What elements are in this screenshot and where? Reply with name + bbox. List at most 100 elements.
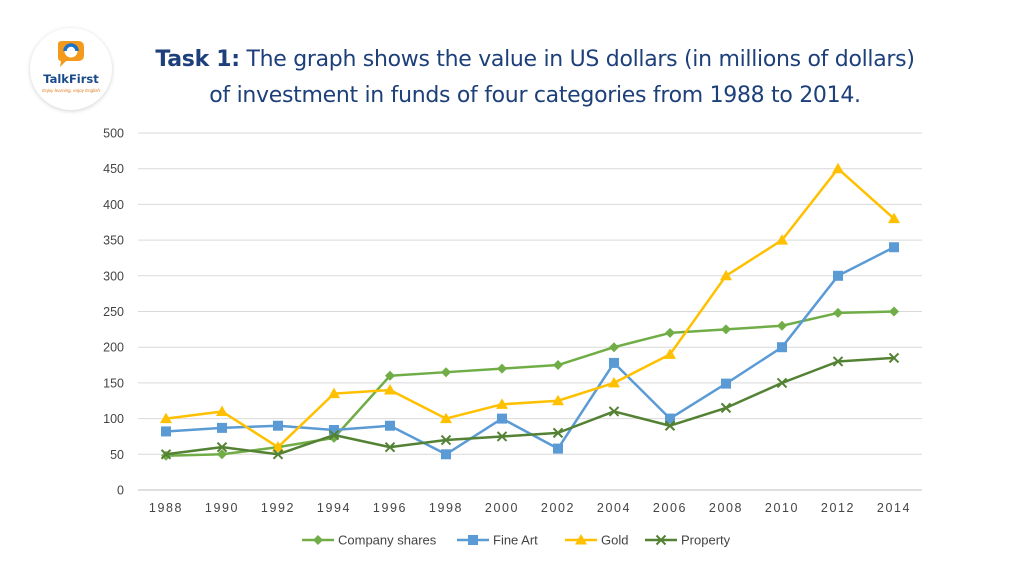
x-tick-label: 1996 — [373, 501, 407, 515]
y-tick-label: 400 — [103, 198, 124, 212]
x-tick-label: 2004 — [597, 501, 631, 515]
data-point-gold — [776, 234, 788, 245]
data-point-company-shares — [833, 307, 843, 318]
data-point-fine-art — [553, 443, 563, 454]
data-point-fine-art — [161, 426, 171, 437]
data-point-company-shares — [665, 327, 675, 338]
data-point-property — [440, 434, 452, 446]
series-line-gold — [165, 167, 895, 449]
data-point-fine-art — [777, 342, 787, 353]
x-tick-label: 2010 — [765, 501, 799, 515]
data-point-company-shares — [721, 324, 731, 335]
data-point-fine-art — [889, 242, 899, 253]
talkfirst-logo: TalkFirst Enjoy learning, enjoy English — [30, 28, 112, 110]
legend-label-company-shares: Company shares — [338, 533, 437, 548]
data-point-gold — [608, 376, 620, 388]
data-point-company-shares — [385, 370, 395, 381]
data-point-fine-art — [217, 422, 227, 433]
data-point-fine-art — [665, 413, 675, 424]
x-tick-label: 2000 — [485, 501, 519, 515]
data-point-fine-art — [441, 449, 451, 460]
data-point-property — [328, 429, 340, 441]
data-point-gold — [552, 394, 564, 406]
data-point-gold — [440, 412, 452, 424]
series-line-property — [165, 356, 895, 456]
data-point-property — [552, 427, 564, 439]
speech-bubble-icon — [58, 41, 84, 67]
legend-label-fine-art: Fine Art — [493, 533, 538, 548]
data-point-company-shares — [217, 449, 227, 460]
data-point-gold — [384, 384, 396, 395]
title-line-1-text: The graph shows the value in US dollars … — [246, 47, 915, 72]
title-line-2: of investment in funds of four categorie… — [209, 83, 861, 108]
data-point-property — [776, 377, 788, 389]
x-tick-label: 2014 — [877, 501, 911, 515]
data-point-property — [664, 420, 676, 431]
data-point-fine-art — [833, 270, 843, 281]
logo-wordmark: TalkFirst — [43, 72, 99, 86]
x-tick-label: 1998 — [429, 501, 463, 515]
legend-label-gold: Gold — [601, 533, 628, 548]
y-tick-label: 0 — [117, 484, 124, 498]
data-point-company-shares — [777, 320, 787, 331]
x-tick-label: 1990 — [205, 501, 239, 515]
data-point-fine-art — [273, 420, 283, 431]
legend-marker-gold — [575, 534, 587, 545]
data-point-company-shares — [161, 450, 171, 461]
title-lead: Task 1: — [155, 47, 240, 72]
legend-marker-property — [655, 534, 667, 546]
data-point-fine-art — [497, 413, 507, 424]
x-tick-label: 1992 — [261, 501, 295, 515]
y-tick-label: 500 — [103, 127, 124, 141]
data-point-gold — [832, 162, 844, 174]
data-point-gold — [272, 441, 284, 452]
data-point-property — [160, 449, 172, 460]
data-point-fine-art — [385, 420, 395, 431]
x-tick-label: 2006 — [653, 501, 687, 515]
y-tick-label: 200 — [103, 341, 124, 355]
data-point-property — [272, 449, 284, 460]
data-point-property — [216, 441, 228, 453]
x-tick-label: 1994 — [317, 501, 351, 515]
logo-tagline: Enjoy learning, enjoy English — [42, 88, 100, 93]
data-point-gold — [216, 405, 228, 416]
page-title: Task 1: The graph shows the value in US … — [140, 42, 930, 114]
data-point-gold — [888, 212, 900, 224]
data-point-company-shares — [497, 363, 507, 374]
data-point-property — [832, 356, 844, 367]
data-point-property — [888, 352, 900, 364]
x-tick-label: 2002 — [541, 501, 575, 515]
x-tick-label: 1988 — [149, 501, 183, 515]
data-point-gold — [496, 398, 508, 409]
data-point-property — [720, 402, 732, 414]
y-tick-label: 100 — [103, 412, 124, 426]
data-point-company-shares — [441, 367, 451, 378]
data-point-gold — [160, 412, 172, 424]
y-tick-label: 250 — [103, 305, 124, 319]
data-point-property — [496, 431, 508, 442]
y-tick-label: 450 — [103, 162, 124, 176]
y-tick-label: 150 — [103, 376, 124, 390]
data-point-gold — [664, 348, 676, 359]
data-point-fine-art — [609, 357, 619, 368]
legend-marker-fine-art — [468, 535, 478, 545]
data-point-company-shares — [889, 306, 899, 317]
x-tick-label: 2012 — [821, 501, 855, 515]
data-point-fine-art — [721, 378, 731, 389]
y-tick-label: 350 — [103, 234, 124, 248]
y-tick-label: 300 — [103, 269, 124, 283]
series-line-company-shares — [165, 310, 895, 457]
x-tick-label: 2008 — [709, 501, 743, 515]
y-tick-label: 50 — [110, 448, 124, 462]
data-point-company-shares — [609, 342, 619, 353]
data-point-gold — [720, 269, 732, 281]
title-line-1: Task 1: The graph shows the value in US … — [140, 42, 930, 78]
data-point-fine-art — [329, 425, 339, 436]
data-point-gold — [328, 387, 340, 399]
data-point-property — [384, 441, 396, 453]
legend-marker-company-shares — [313, 535, 323, 545]
legend-label-property: Property — [681, 533, 731, 548]
data-point-property — [608, 406, 620, 417]
data-point-company-shares — [553, 360, 563, 371]
